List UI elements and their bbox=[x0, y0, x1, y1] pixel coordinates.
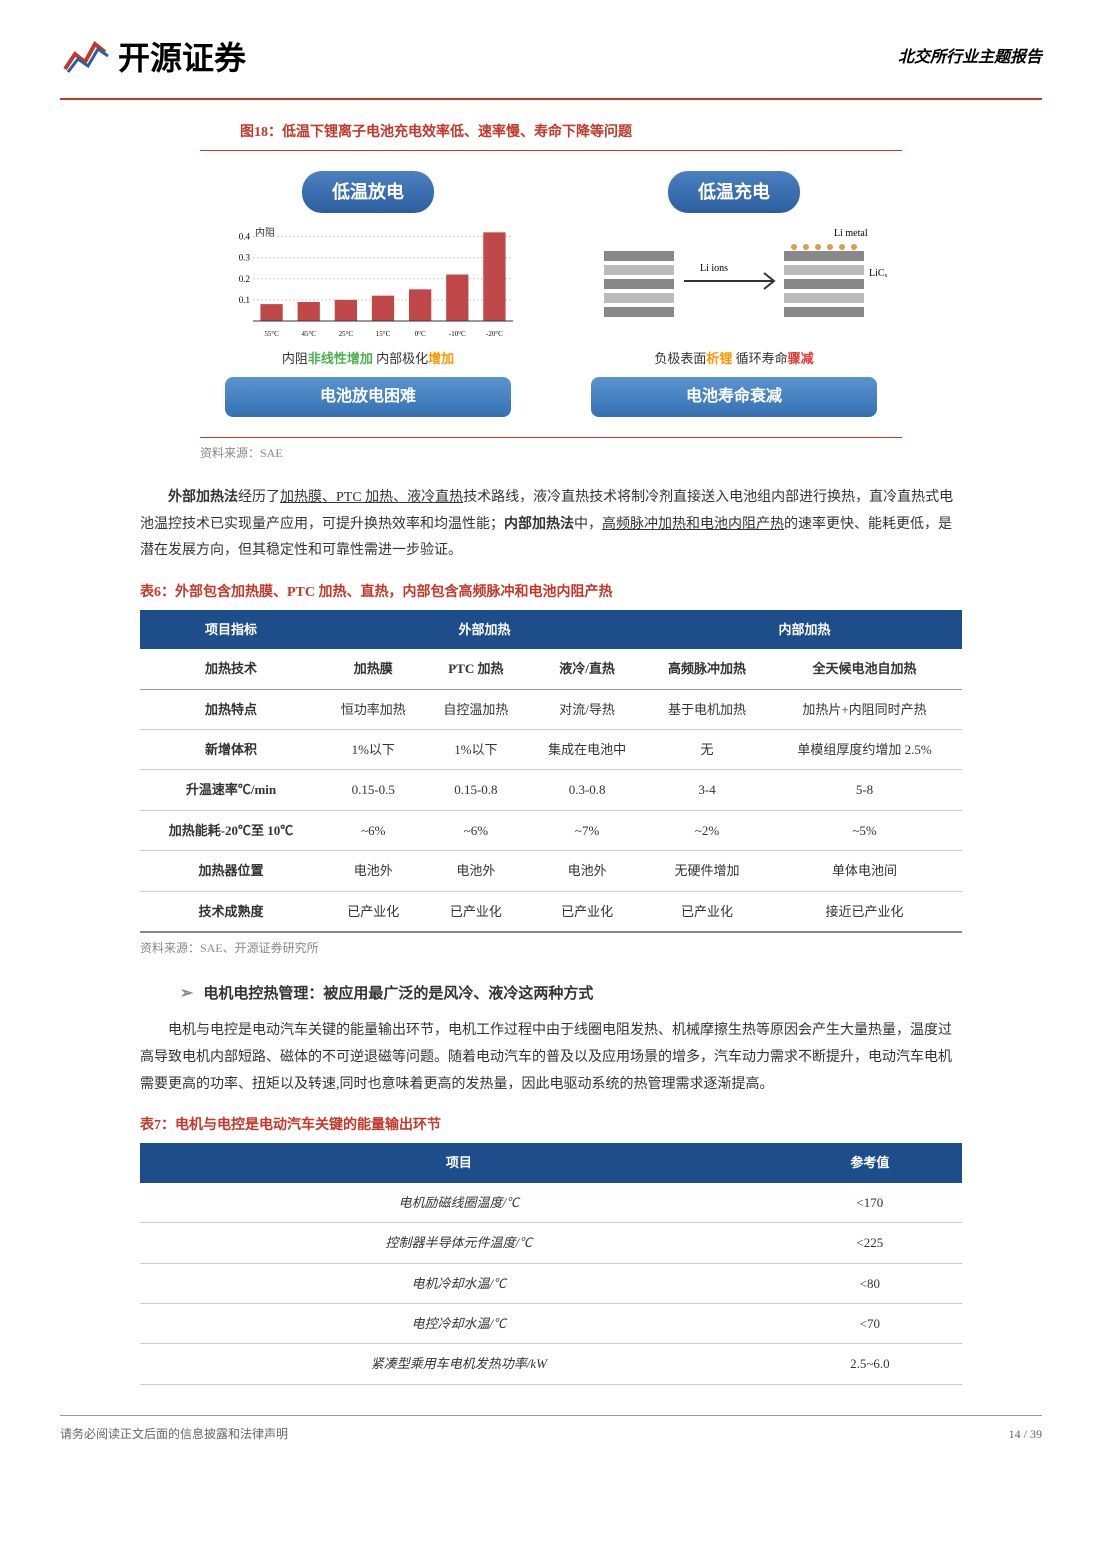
table7-header-cell: 项目 bbox=[140, 1143, 778, 1182]
right-mid-text: 负极表面析锂 循环寿命骤减 bbox=[654, 347, 813, 370]
svg-text:-10°C: -10°C bbox=[449, 330, 466, 338]
table6-subheader-cell: 加热膜 bbox=[322, 649, 425, 689]
table6-subheader-cell: 全天候电池自加热 bbox=[767, 649, 962, 689]
table-row: 电机冷却水温/℃<80 bbox=[140, 1263, 962, 1303]
table-row: 升温速率℃/min0.15-0.50.15-0.80.3-0.83-45-8 bbox=[140, 770, 962, 810]
bullet-heading-text: 电机电控热管理：被应用最广泛的是风冷、液冷这两种方式 bbox=[203, 981, 593, 1008]
svg-text:0.2: 0.2 bbox=[239, 274, 250, 284]
footer-right: 14 / 39 bbox=[1009, 1424, 1042, 1446]
table6-header-cell: 项目指标 bbox=[140, 610, 322, 649]
figure18-container: 低温放电 内阻0.10.20.30.455°C45°C25°C15°C0°C-1… bbox=[200, 161, 902, 428]
left-banner: 低温放电 bbox=[302, 171, 434, 213]
table6-title: 表6：外部包含加热膜、PTC 加热、直热，内部包含高频脉冲和电池内阻产热 bbox=[140, 580, 962, 605]
figure18-source: 资料来源：SAE bbox=[200, 443, 902, 465]
figure18-right-panel: 低温充电 Li ions Li metal LiCₓ 负极表面析锂 循环寿命骤减 电… bbox=[566, 171, 902, 418]
paragraph2: 电机与电控是电动汽车关键的能量输出环节，电机工作过程中由于线圈电阻发热、机械摩擦… bbox=[140, 1018, 962, 1098]
table6: 项目指标外部加热内部加热 加热技术加热膜PTC 加热液冷/直热高频脉冲加热全天候… bbox=[140, 610, 962, 933]
figure18-top-divider bbox=[200, 150, 902, 151]
figure18-title: 图18：低温下锂离子电池充电效率低、速率慢、寿命下降等问题 bbox=[60, 120, 1042, 145]
svg-text:Li ions: Li ions bbox=[700, 263, 728, 274]
bullet-heading: ➢ 电机电控热管理：被应用最广泛的是风冷、液冷这两种方式 bbox=[180, 980, 962, 1009]
table-row: 紧凑型乘用车电机发热功率/kW2.5~6.0 bbox=[140, 1344, 962, 1384]
svg-text:55°C: 55°C bbox=[264, 330, 279, 338]
table-row: 电机励磁线圈温度/℃<170 bbox=[140, 1183, 962, 1223]
footer-left: 请务必阅读正文后面的信息披露和法律声明 bbox=[60, 1424, 288, 1446]
table-row: 控制器半导体元件温度/℃<225 bbox=[140, 1223, 962, 1263]
svg-text:0.1: 0.1 bbox=[239, 295, 250, 305]
right-bottom-banner: 电池寿命衰减 bbox=[591, 377, 877, 418]
logo-icon bbox=[60, 34, 110, 83]
figure18-bottom-divider bbox=[200, 437, 902, 438]
svg-text:0.3: 0.3 bbox=[239, 253, 251, 263]
svg-text:Li metal: Li metal bbox=[834, 228, 868, 239]
table6-subheader-cell: 高频脉冲加热 bbox=[647, 649, 767, 689]
table6-subheader-cell: 加热技术 bbox=[140, 649, 322, 689]
svg-text:0°C: 0°C bbox=[415, 330, 426, 338]
svg-text:45°C: 45°C bbox=[301, 330, 316, 338]
table6-subheader-cell: 液冷/直热 bbox=[527, 649, 647, 689]
table7-title: 表7：电机与电控是电动汽车关键的能量输出环节 bbox=[140, 1113, 962, 1138]
right-banner: 低温充电 bbox=[668, 171, 800, 213]
table7-header-cell: 参考值 bbox=[778, 1143, 962, 1182]
svg-text:15°C: 15°C bbox=[376, 330, 391, 338]
logo-text: 开源证券 bbox=[118, 30, 246, 88]
svg-text:-20°C: -20°C bbox=[486, 330, 503, 338]
diagram: Li ions Li metal LiCₓ bbox=[566, 221, 902, 341]
logo: 开源证券 bbox=[60, 30, 246, 88]
left-mid-text: 内阻非线性增加 内部极化增加 bbox=[282, 347, 454, 370]
svg-text:0.4: 0.4 bbox=[239, 232, 251, 242]
page-header: 开源证券 北交所行业主题报告 bbox=[60, 30, 1042, 100]
table-row: 加热能耗-20℃至 10℃~6%~6%~7%~2%~5% bbox=[140, 810, 962, 850]
table-row: 加热器位置电池外电池外电池外无硬件增加单体电池间 bbox=[140, 851, 962, 891]
table-row: 新增体积1%以下1%以下集成在电池中无单模组厚度约增加 2.5% bbox=[140, 730, 962, 770]
table6-subheader-cell: PTC 加热 bbox=[425, 649, 528, 689]
bar-chart: 内阻0.10.20.30.455°C45°C25°C15°C0°C-10°C-2… bbox=[200, 221, 536, 341]
left-bottom-banner: 电池放电困难 bbox=[225, 377, 511, 418]
table7: 项目参考值 电机励磁线圈温度/℃<170控制器半导体元件温度/℃<225电机冷却… bbox=[140, 1143, 962, 1384]
table-row: 电控冷却水温/℃<70 bbox=[140, 1303, 962, 1343]
paragraph1: 外部加热法经历了加热膜、PTC 加热、液冷直热技术路线，液冷直热技术将制冷剂直接… bbox=[140, 485, 962, 565]
table6-source: 资料来源：SAE、开源证券研究所 bbox=[140, 938, 962, 960]
header-right-text: 北交所行业主题报告 bbox=[898, 44, 1042, 73]
table-row: 加热特点恒功率加热自控温加热对流/导热基于电机加热加热片+内阻同时产热 bbox=[140, 689, 962, 729]
figure18-left-panel: 低温放电 内阻0.10.20.30.455°C45°C25°C15°C0°C-1… bbox=[200, 171, 536, 418]
svg-text:25°C: 25°C bbox=[339, 330, 354, 338]
table6-header-cell: 外部加热 bbox=[322, 610, 647, 649]
table-row: 技术成熟度已产业化已产业化已产业化已产业化接近已产业化 bbox=[140, 891, 962, 932]
table6-header-cell: 内部加热 bbox=[647, 610, 962, 649]
arrow-icon: ➢ bbox=[180, 980, 193, 1009]
page-footer: 请务必阅读正文后面的信息披露和法律声明 14 / 39 bbox=[60, 1415, 1042, 1446]
svg-text:LiCₓ: LiCₓ bbox=[869, 268, 888, 279]
